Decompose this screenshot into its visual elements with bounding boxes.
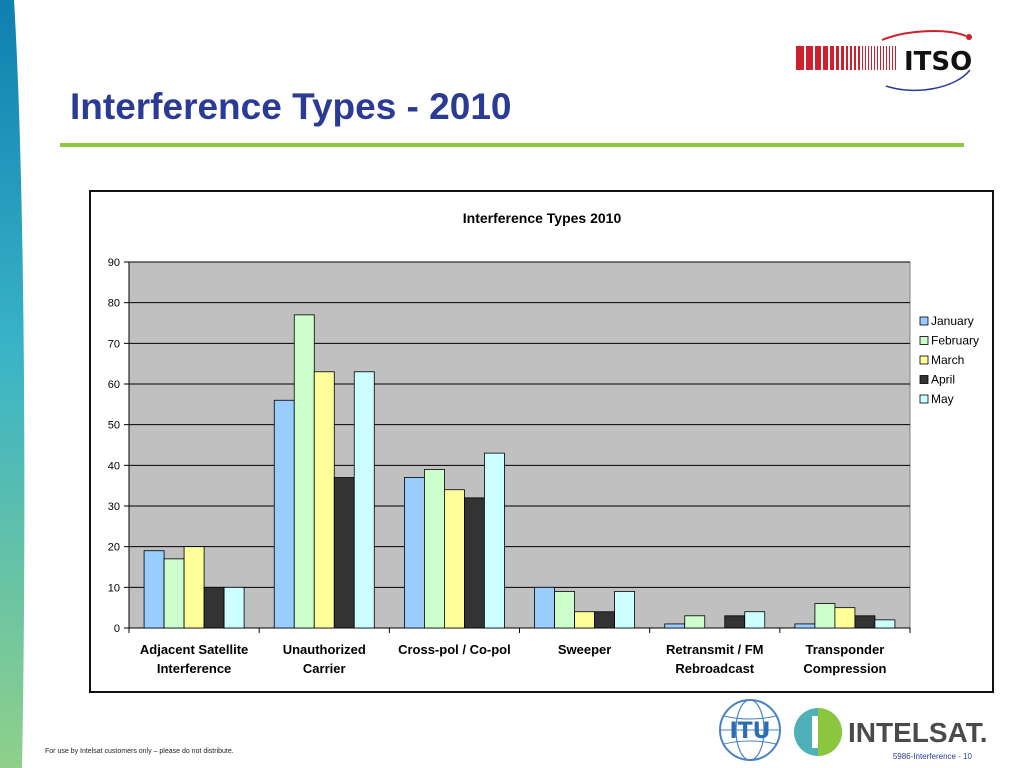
bar-march bbox=[444, 489, 465, 629]
bar-may bbox=[744, 611, 766, 629]
legend-swatch-april bbox=[919, 375, 929, 384]
x-category-label: Carrier bbox=[303, 661, 346, 676]
bar-january bbox=[404, 477, 425, 629]
bar-march bbox=[183, 546, 205, 629]
x-category-label: Cross-pol / Co-pol bbox=[398, 642, 511, 657]
bar-april bbox=[203, 586, 225, 629]
bar-may bbox=[353, 371, 375, 629]
footer-note: For use by Intelsat customers only – ple… bbox=[45, 748, 234, 755]
bar-may bbox=[484, 452, 505, 629]
x-category-label: Transponder bbox=[806, 642, 885, 657]
x-category-label: Sweeper bbox=[558, 642, 611, 657]
title-divider bbox=[60, 143, 964, 147]
bar-march bbox=[313, 371, 335, 629]
x-category-label: Interference bbox=[157, 661, 231, 676]
x-category-label: Compression bbox=[803, 661, 886, 676]
bar-april bbox=[854, 615, 876, 629]
bar-february bbox=[424, 468, 445, 629]
intelsat-logo: INTELSAT. bbox=[794, 708, 987, 756]
bar-april bbox=[724, 615, 746, 629]
legend-swatch-march bbox=[919, 355, 929, 365]
x-category-label: Unauthorized bbox=[283, 642, 366, 657]
bar-april bbox=[333, 477, 355, 629]
y-tick-label: 10 bbox=[108, 582, 120, 594]
bar-april bbox=[464, 497, 485, 629]
legend-label-february: February bbox=[931, 334, 979, 348]
left-decor-stripe bbox=[0, 0, 25, 768]
y-tick-label: 0 bbox=[114, 623, 120, 635]
bar-january bbox=[664, 623, 686, 629]
y-tick-label: 90 bbox=[108, 257, 120, 269]
chart-svg: Interference Types 2010 0 10 20 30 40 50 60 70 8… bbox=[108, 210, 979, 676]
y-tick-label: 60 bbox=[108, 379, 120, 391]
x-category-label: Retransmit / FM bbox=[666, 642, 764, 657]
y-tick-label: 70 bbox=[108, 338, 120, 350]
plot-area: 0 10 20 30 40 50 60 70 80 90 Adjacent Satellite Int… bbox=[108, 257, 911, 676]
bar-march bbox=[574, 611, 595, 629]
x-category-label: Adjacent Satellite bbox=[140, 642, 248, 657]
itso-logo-text: ITSO bbox=[904, 47, 972, 77]
legend-swatch-january bbox=[919, 316, 929, 326]
legend-label-april: April bbox=[931, 373, 955, 387]
legend-label-march: March bbox=[931, 353, 964, 367]
bar-january bbox=[794, 623, 816, 629]
slide-number: 5986-Interference - 10 bbox=[892, 752, 972, 761]
bar-may bbox=[874, 619, 896, 629]
bar-february bbox=[814, 603, 836, 629]
bar-february bbox=[684, 615, 706, 629]
plot-background bbox=[128, 261, 911, 629]
bar-february bbox=[163, 558, 185, 629]
y-tick-label: 50 bbox=[108, 420, 120, 432]
x-category-label: Rebroadcast bbox=[675, 661, 754, 676]
bar-january bbox=[143, 550, 165, 629]
legend-swatch-february bbox=[919, 336, 929, 345]
chart-frame: Interference Types 2010 0 10 20 30 40 50 60 70 8… bbox=[89, 190, 994, 693]
intelsat-logo-text: INTELSAT. bbox=[848, 717, 987, 748]
itso-logo: ITSO bbox=[796, 30, 972, 92]
bar-may bbox=[614, 590, 635, 629]
y-tick-label: 80 bbox=[108, 298, 120, 310]
bar-january bbox=[273, 399, 295, 629]
itu-logo: ITU bbox=[719, 699, 781, 761]
bar-march bbox=[834, 607, 856, 629]
y-tick-label: 20 bbox=[108, 542, 120, 554]
bar-february bbox=[554, 590, 575, 629]
chart-title: Interference Types 2010 bbox=[463, 210, 622, 226]
y-tick-label: 40 bbox=[108, 460, 120, 472]
bar-april bbox=[594, 611, 615, 629]
legend-label-january: January bbox=[931, 314, 974, 328]
bar-february bbox=[293, 314, 315, 629]
legend-swatch-may bbox=[919, 394, 929, 404]
slide-title: Interference Types - 2010 bbox=[70, 86, 512, 127]
itu-logo-text: ITU bbox=[729, 719, 770, 744]
y-tick-label: 30 bbox=[108, 501, 120, 513]
bar-january bbox=[534, 586, 555, 629]
chart-legend: January February March April May bbox=[919, 314, 979, 406]
bar-may bbox=[223, 586, 245, 629]
legend-label-may: May bbox=[931, 392, 954, 406]
